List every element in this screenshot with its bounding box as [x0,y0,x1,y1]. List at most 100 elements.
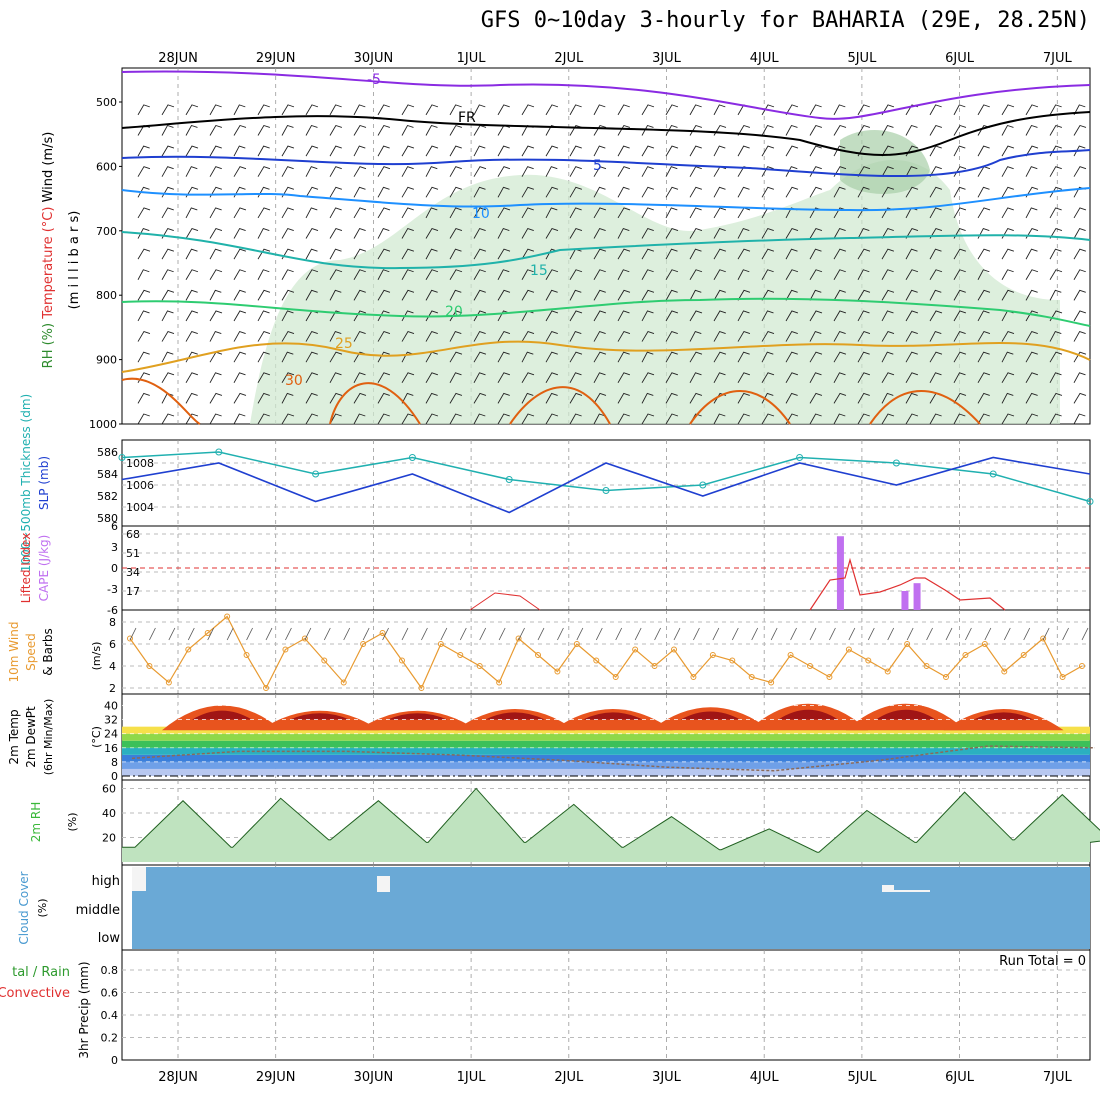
thickness-point [699,481,707,489]
wind-barb [977,104,990,116]
wind-barb [257,289,271,301]
wind-barb [449,145,462,157]
wind-barb [353,104,366,116]
wind-barb [569,331,582,342]
wind-barb [809,186,823,198]
isotherm-label: -5 [367,72,381,88]
wind-barb [617,289,631,301]
wind-barb [905,413,919,425]
temp-dome-top [973,712,1034,720]
wind-barb [1025,331,1038,342]
wind-barb [1073,310,1087,322]
temp-dome-top [680,711,741,720]
wind-barb [257,331,271,342]
wind-barb [1025,207,1038,219]
wind10-point [224,613,231,620]
wind-barb [593,310,607,322]
wind-barb [593,124,607,136]
wind-barb [953,104,966,116]
wind-barb [665,227,679,239]
wind-barb [785,248,798,260]
wind-barb [209,186,223,198]
li-tick-label: -6 [107,604,118,617]
wind-barb [929,351,943,363]
wind-barb [713,207,727,219]
wind-barb [425,413,439,425]
wind-barb [305,166,318,177]
wind-barb [1025,289,1038,301]
wind-barb [809,372,822,384]
wind-barb [281,392,294,404]
wind-barb [953,310,967,322]
wind-barb [881,269,894,280]
wind10-barb [207,627,215,641]
wind-barb [1073,207,1087,219]
pressure-tick-label: 500 [96,96,117,109]
wind-barb [857,227,870,239]
wind-barb [545,186,559,198]
temp-tick-label: 0 [111,770,118,783]
wind-barb [809,124,823,136]
wind-barb [593,372,606,384]
wind-barb [185,104,199,116]
wind-barb [617,331,631,342]
temp-dome-top [875,709,936,720]
wind-barb [593,104,606,116]
isotherm-label: 5 [593,158,602,174]
wind-barb [1049,351,1063,363]
wind-barb [641,124,654,136]
wind-barb [569,310,583,322]
wind-barb [473,392,487,404]
wind-barb [737,145,750,157]
wind10-barb [634,627,642,641]
wind-barb [233,372,246,384]
wind-barb [713,186,726,198]
wind-barb [521,351,534,363]
wind-barb [233,186,246,198]
wind-barb [185,207,198,219]
wind-barb [233,104,246,116]
wind-barb [737,248,751,260]
wind-barb [785,310,799,322]
isotherm-temp_15 [121,231,1091,270]
wind-barb [233,392,247,404]
wind-barb [881,392,894,404]
wind10-point [1020,652,1027,658]
wind10-barb [1042,627,1050,641]
wind10-point [360,641,367,647]
li-line [469,592,541,611]
wind10-barb [323,627,331,641]
wind-barb [1001,145,1015,157]
wind-barb [689,331,702,342]
wind-barb [209,413,222,425]
wind-barb [857,331,871,342]
wind10-barb [440,627,448,641]
panel-frame-precip [121,949,1091,1061]
wind10-barb [479,627,487,641]
wind-barb [377,104,390,116]
wind-barb [257,227,270,239]
wind-barb [977,186,990,198]
wind10-point [884,668,891,675]
wind-barb [857,104,870,116]
wind-barb [857,392,870,404]
wind-barb [737,331,751,342]
wind-barb [569,289,582,301]
wind-barb [473,269,486,280]
wind-barb [1049,207,1062,219]
date-label-top: 29JUN [256,51,296,66]
wind-barb [521,372,535,384]
wind-barb [569,351,583,363]
wind10-barb [459,627,467,641]
thickness-point [796,454,804,461]
cape-bar [901,591,909,610]
thickness-point [408,454,416,461]
wind-barb [641,207,654,219]
wind-barb [545,166,558,177]
wind-barb [785,392,798,404]
wind-barb [665,351,678,363]
wind-barb [737,269,750,280]
wind10-point [185,646,192,653]
wind-barb [1025,269,1039,280]
wind10-barb [1062,627,1069,641]
